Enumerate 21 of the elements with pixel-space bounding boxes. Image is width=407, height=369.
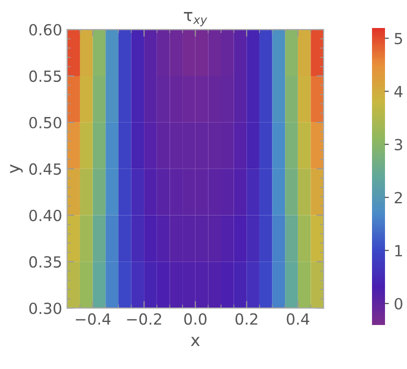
x-tick-label: −0.4	[76, 313, 110, 325]
y-tick-label: 0.30	[29, 302, 62, 314]
y-tick-label: 0.60	[29, 24, 62, 36]
color-bar-label: 3	[394, 138, 402, 150]
y-tick-label: 0.50	[29, 116, 62, 128]
y-axis-title: y	[10, 164, 23, 174]
x-tick-label: 0.4	[286, 313, 310, 325]
y-tick-label: 0.55	[29, 70, 61, 82]
chart-title: τ$_{xy}$	[184, 12, 208, 26]
x-tick-label: 0.0	[184, 313, 206, 325]
y-tick-label: 0.40	[29, 210, 62, 222]
color-bar-label: 5	[394, 32, 402, 44]
color-bar-label: 0	[394, 298, 402, 310]
x-tick-label: 0.2	[236, 313, 258, 325]
color-bar-label: 2	[394, 192, 402, 204]
x-tick-label: −0.2	[127, 313, 162, 325]
y-tick-label: 0.45	[29, 163, 61, 175]
x-axis-title: x	[190, 336, 200, 346]
color-bar-label: 1	[395, 245, 402, 256]
y-tick-label: 0.35	[29, 256, 61, 268]
color-bar-label: 4	[394, 86, 403, 98]
